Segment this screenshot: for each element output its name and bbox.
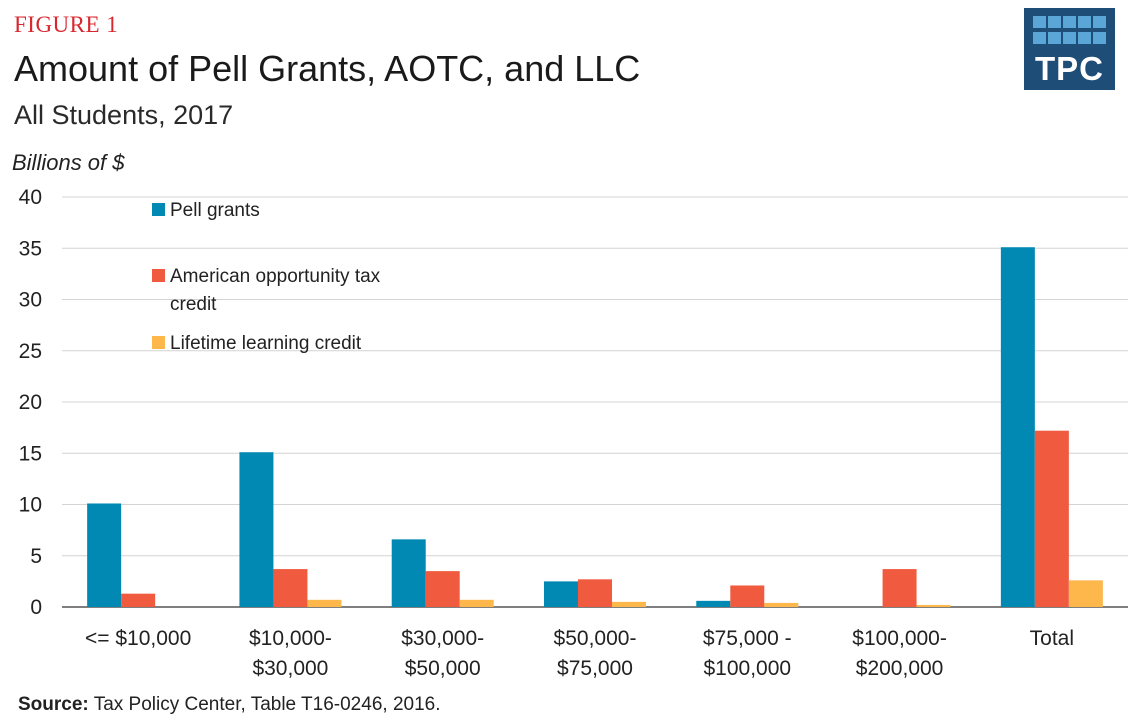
legend-swatch [152,203,165,216]
bar [425,571,460,607]
figure-label: FIGURE 1 [14,12,119,37]
x-tick-label: $50,000 [405,657,481,680]
x-tick-label: $10,000- [249,627,332,650]
legend-swatch [152,336,165,349]
y-tick-label: 0 [30,596,42,619]
bar [307,599,342,607]
bar [612,601,646,607]
tpc-logo: TPC [1024,8,1115,90]
legend-label: credit [170,294,217,315]
y-tick-label: 30 [19,289,42,312]
y-tick-label: 35 [19,237,42,260]
bar [882,569,917,607]
y-tick-label: 10 [19,494,42,517]
legend-swatch [152,269,165,282]
y-tick-label: 40 [19,186,42,209]
source-note: Source: Tax Policy Center, Table T16-024… [18,694,440,716]
bar [730,585,765,607]
x-tick-label: $75,000 - [703,627,792,650]
x-tick-label: $30,000 [252,657,328,680]
y-tick-label: 25 [19,340,42,363]
source-label: Source: [18,694,89,715]
bar-chart: Billions of $ 0 5 10 15 20 25 30 35 40 <= $10,000 $… [12,150,1128,680]
bar [87,503,122,607]
bar [1034,430,1069,607]
logo-grid-icon [1033,16,1106,46]
y-tick-label: 15 [19,442,42,465]
chart-subtitle: All Students, 2017 [14,100,234,130]
x-tick-label: $100,000 [703,657,791,680]
bar [578,579,612,607]
bar [696,600,731,607]
y-tick-label: 5 [30,545,42,568]
bar [121,593,156,607]
logo-text: TPC [1035,50,1104,87]
y-tick-label: 20 [19,391,42,414]
bar [273,569,308,607]
bar [1000,247,1035,607]
bar [916,604,951,607]
x-tick-label: Total [1030,627,1074,650]
bar [764,602,799,607]
x-tick-label: $100,000- [852,627,947,650]
bar [544,581,578,607]
x-tick-label: <= $10,000 [85,627,191,650]
x-tick-label: $200,000 [856,657,944,680]
bar [391,539,426,607]
source-text: Tax Policy Center, Table T16-0246, 2016. [93,694,441,715]
legend-label: Lifetime learning credit [170,333,362,354]
x-tick-label: $30,000- [401,627,484,650]
legend-label: American opportunity tax [170,266,381,287]
bar [459,599,494,607]
bar [1068,580,1103,607]
legend-label: Pell grants [170,200,260,221]
x-tick-label: $50,000- [554,627,637,650]
chart-title: Amount of Pell Grants, AOTC, and LLC [14,48,641,89]
y-axis-label: Billions of $ [12,150,125,175]
bar [239,452,274,607]
x-tick-label: $75,000 [557,657,633,680]
